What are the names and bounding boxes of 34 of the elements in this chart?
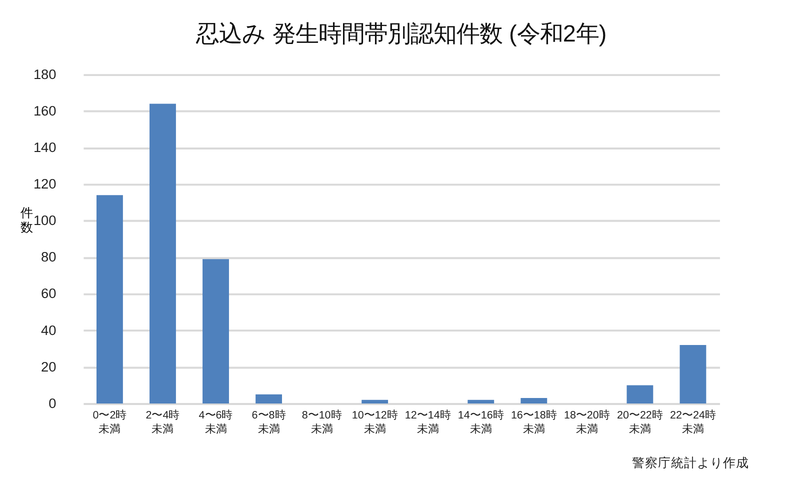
y-tick-label: 160 xyxy=(33,104,57,119)
x-tick-label: 20〜22時未満 xyxy=(616,408,663,436)
x-tick-label: 0〜2時未満 xyxy=(92,408,127,436)
bar xyxy=(468,400,494,404)
y-tick-label: 180 xyxy=(33,66,57,82)
bar xyxy=(362,400,388,404)
x-tick-label: 14〜16時未満 xyxy=(458,408,504,436)
bar xyxy=(202,259,229,404)
x-tick-label: 4〜6時未満 xyxy=(198,408,233,436)
y-axis-title: 件数 xyxy=(20,204,34,235)
y-tick-label: 120 xyxy=(33,176,57,192)
bar xyxy=(96,195,123,404)
y-tick-label: 100 xyxy=(33,213,57,228)
chart-title: 忍込み 発生時間帯別認知件数 (令和2年) xyxy=(194,20,607,46)
x-tick-label: 10〜12時未満 xyxy=(352,408,398,436)
y-tick-label: 0 xyxy=(48,396,57,411)
y-tick-label: 20 xyxy=(41,359,57,374)
text: 警察庁統計より作成 xyxy=(632,455,749,470)
y-tick-label: 80 xyxy=(41,250,57,265)
y-tick-label: 60 xyxy=(41,286,57,302)
x-tick-label: 18〜20時未満 xyxy=(564,408,610,436)
y-tick-label: 140 xyxy=(33,140,57,156)
x-tick-label: 16〜18時未満 xyxy=(510,408,557,436)
bar xyxy=(680,345,706,404)
y-tick-label: 40 xyxy=(41,322,57,338)
x-tick-label: 22〜24時未満 xyxy=(670,408,716,436)
x-tick-label: 2〜4時未満 xyxy=(146,408,180,436)
bar xyxy=(626,385,654,404)
bar xyxy=(256,394,282,404)
x-tick-label: 12〜14時未満 xyxy=(404,408,451,436)
x-tick-label: 8〜10時未満 xyxy=(302,408,342,436)
bar xyxy=(150,104,176,404)
x-tick-label: 6〜8時未満 xyxy=(252,408,286,436)
bar xyxy=(520,398,548,404)
